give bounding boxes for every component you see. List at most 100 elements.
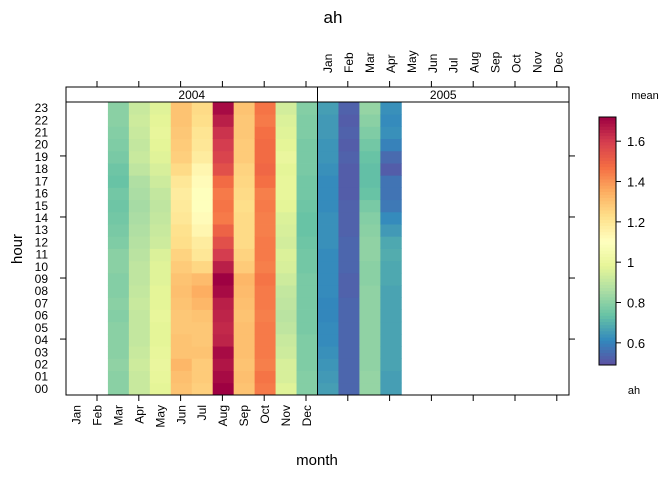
heatmap-cell: [296, 321, 318, 335]
heatmap-cell: [338, 102, 360, 115]
heatmap-cell: [275, 272, 297, 286]
heatmap-cell: [107, 382, 130, 396]
y-tick-label: 11: [36, 248, 49, 262]
heatmap-cell: [359, 224, 381, 237]
heatmap-cell: [380, 285, 402, 298]
heatmap-cell: [338, 211, 360, 225]
heatmap-cell: [149, 358, 172, 371]
heatmap-cell: [128, 260, 151, 274]
heatmap-cell: [317, 150, 339, 164]
heatmap-cell: [359, 236, 381, 249]
y-tick-label: 09: [35, 272, 49, 286]
heatmap-cell: [338, 114, 360, 127]
legend-color-step: [599, 306, 616, 310]
heatmap-cell: [359, 187, 381, 201]
heatmap-cell: [254, 224, 276, 237]
heatmap-cell: [338, 272, 360, 286]
legend-color-step: [599, 321, 616, 326]
heatmap-cell: [233, 309, 256, 323]
x-tick-label: Jun: [174, 405, 188, 424]
legend-tick-label: 1.6: [627, 134, 645, 149]
heatmap-cell: [170, 224, 193, 237]
heatmap-cell: [275, 102, 297, 115]
legend-color-step: [599, 309, 616, 313]
heatmap-cell: [212, 285, 235, 298]
y-tick-label: 21: [35, 126, 49, 140]
heatmap-cell: [107, 285, 130, 298]
heatmap-cell: [359, 309, 381, 323]
heatmap-cell: [107, 175, 130, 188]
heatmap-cell: [359, 126, 381, 140]
heatmap-cell: [380, 370, 402, 384]
legend-color-step: [599, 259, 616, 264]
heatmap-cell: [191, 126, 214, 140]
legend-subtitle: ah: [628, 385, 640, 397]
heatmap-cell: [128, 114, 151, 127]
x-tick-label-top: Jan: [321, 54, 335, 73]
legend-color-step: [599, 141, 616, 146]
heatmap-cell: [212, 114, 235, 127]
heatmap-cell: [338, 346, 360, 359]
heatmap-cell: [170, 102, 193, 115]
y-tick-label: 01: [35, 370, 49, 384]
legend-color-step: [599, 188, 616, 192]
heatmap-cell: [170, 199, 193, 213]
heatmap-cell: [233, 224, 256, 237]
x-tick-label: Feb: [90, 405, 104, 426]
heatmap-cell: [170, 272, 193, 286]
heatmap-cell: [128, 285, 151, 298]
heatmap-cell: [233, 138, 256, 152]
heatmap-cell: [212, 236, 235, 249]
legend-color-step: [599, 352, 616, 357]
heatmap-cell: [212, 248, 235, 262]
heatmap-cell: [149, 126, 172, 140]
heatmap-cell: [170, 285, 193, 298]
y-tick-label: 07: [35, 296, 49, 310]
heatmap-cell: [380, 333, 402, 347]
y-tick-label: 14: [35, 211, 49, 225]
heatmap-cell: [359, 333, 381, 347]
legend-color-step: [599, 334, 616, 338]
heatmap-cell: [191, 309, 214, 323]
legend-color-step: [599, 200, 616, 205]
legend-color-step: [599, 265, 616, 270]
legend-color-step: [599, 179, 616, 183]
heatmap-cell: [191, 224, 214, 237]
legend-color-step: [599, 268, 616, 273]
y-tick-label: 04: [35, 333, 49, 347]
heatmap-cell: [254, 114, 276, 127]
heatmap-cell: [296, 199, 318, 213]
heatmap-cell: [128, 309, 151, 323]
heatmap-cell: [128, 187, 151, 201]
heatmap-cell: [317, 358, 339, 371]
legend-color-step: [599, 237, 616, 242]
heatmap-cell: [275, 285, 297, 298]
heatmap-cell: [233, 126, 256, 140]
legend-color-step: [599, 256, 616, 261]
legend-color-step: [599, 154, 616, 158]
heatmap-cell: [275, 248, 297, 262]
heatmap-cell: [359, 150, 381, 164]
heatmap-cell: [296, 138, 318, 152]
y-tick-label: 17: [35, 174, 49, 188]
heatmap-cell: [317, 248, 339, 262]
heatmap-cell: [149, 114, 172, 127]
heatmap-cell: [317, 370, 339, 384]
y-axis-label: hour: [9, 234, 26, 264]
legend-color-step: [599, 330, 616, 335]
y-tick-label: 05: [35, 321, 49, 335]
heatmap-cell: [212, 333, 235, 347]
heatmap-cell: [128, 358, 151, 371]
y-tick-label: 12: [35, 235, 49, 249]
heatmap-cell: [317, 199, 339, 213]
legend-color-step: [599, 318, 616, 323]
heatmap-cell: [338, 187, 360, 201]
y-tick-label: 08: [35, 284, 49, 298]
heatmap-cell: [359, 297, 381, 310]
heatmap-cell: [338, 297, 360, 310]
heatmap-cell: [380, 126, 402, 140]
heatmap-cell: [380, 236, 402, 249]
heatmap-cell: [107, 272, 130, 286]
heatmap-cell: [380, 163, 402, 176]
y-tick-label: 15: [35, 199, 49, 213]
